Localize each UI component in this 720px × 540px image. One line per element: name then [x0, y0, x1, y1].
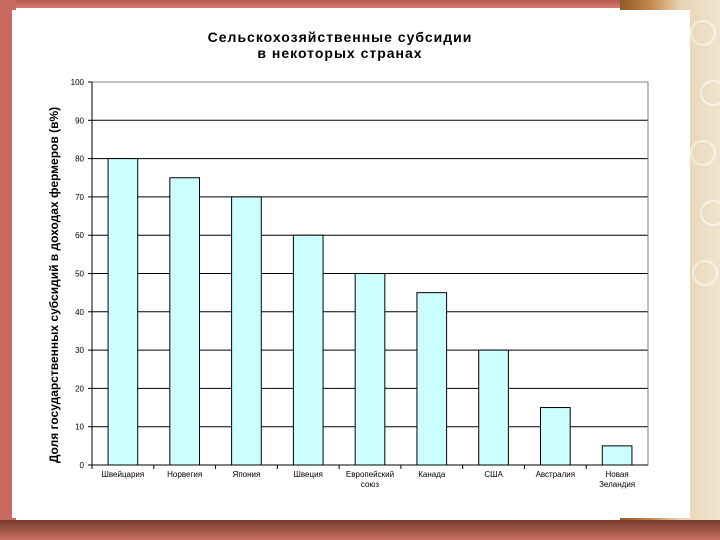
x-tick-label: Швеция	[294, 470, 323, 479]
slide-frame-top	[0, 0, 720, 8]
slide-frame-bottom	[0, 520, 720, 540]
x-tick-label: Австралия	[536, 470, 576, 479]
bar	[292, 234, 324, 466]
bar	[107, 158, 139, 466]
bar	[231, 196, 262, 466]
y-tick-label: 90	[75, 116, 84, 125]
y-tick-label: 40	[75, 308, 84, 317]
bar-chart: 0 10 20 30 40 50 60 70 80 90 100 Швейцария Норвегия Я…	[47, 29, 649, 489]
chart-panel: 0 10 20 30 40 50 60 70 80 90 100 Швейцария Норвегия Я…	[12, 10, 690, 518]
x-tick-label: Швейцария	[102, 470, 145, 479]
flower-pattern-icon	[700, 200, 720, 226]
flower-pattern-icon	[690, 20, 716, 46]
x-tick-label: Япония	[233, 470, 261, 479]
y-axis-label: Доля государственных субсидий в доходах …	[47, 107, 61, 463]
tick-labels: 0 10 20 30 40 50 60 70 80 90 100 Швейцария Норвегия Я…	[71, 78, 635, 489]
bars	[107, 158, 633, 466]
bar	[354, 273, 386, 466]
x-tick-label: Норвегия	[167, 470, 202, 479]
y-tick-label: 30	[75, 346, 84, 355]
y-tick-label: 10	[75, 423, 84, 432]
bar	[169, 177, 200, 466]
bar	[416, 292, 448, 466]
bar	[540, 407, 571, 466]
bar	[601, 445, 633, 466]
axes	[91, 81, 649, 469]
y-tick-label: 70	[75, 193, 84, 202]
y-tick-label: 0	[80, 461, 85, 470]
chart-title-line-2: в некоторых странах	[257, 45, 422, 61]
x-tick-label: Зеландия	[599, 480, 635, 489]
y-tick-label: 20	[75, 384, 84, 393]
x-tick-label: Новая	[606, 470, 629, 479]
flower-pattern-icon	[700, 80, 720, 106]
y-tick-label: 80	[75, 155, 84, 164]
chart-title: Сельскохозяйственные субсидии	[208, 29, 473, 45]
bar	[478, 349, 509, 466]
x-tick-label: США	[484, 470, 503, 479]
y-tick-label: 50	[75, 270, 84, 279]
x-tick-label: Канада	[418, 470, 446, 479]
y-tick-label: 60	[75, 231, 84, 240]
flower-pattern-icon	[690, 140, 716, 166]
y-tick-label: 100	[71, 78, 85, 87]
x-tick-label: союз	[361, 480, 380, 489]
flower-pattern-icon	[692, 260, 718, 286]
x-tick-label: Европейский	[346, 470, 394, 479]
